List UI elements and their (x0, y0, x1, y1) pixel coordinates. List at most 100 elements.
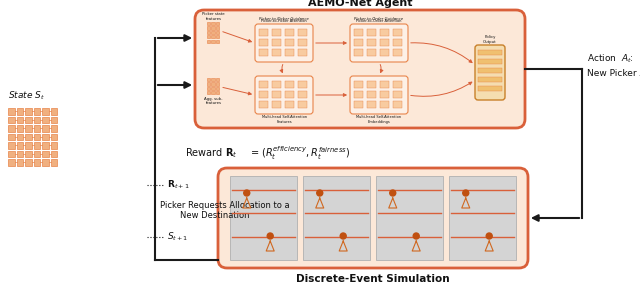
Bar (216, 87, 219, 90)
Bar (354, 91, 363, 98)
Bar (207, 22, 210, 25)
Bar (207, 39, 210, 43)
Bar (207, 83, 210, 86)
FancyBboxPatch shape (195, 10, 525, 128)
Bar (51, 142, 57, 149)
Bar (25, 142, 31, 149)
Bar (298, 91, 307, 98)
Bar (17, 108, 23, 115)
Bar (285, 39, 294, 46)
Bar (393, 39, 402, 46)
Bar (298, 39, 307, 46)
Bar (33, 142, 40, 149)
Bar (25, 133, 31, 140)
Bar (298, 101, 307, 108)
Bar (285, 49, 294, 56)
Bar (259, 81, 268, 88)
Bar (478, 77, 502, 82)
Bar (354, 101, 363, 108)
Bar (51, 117, 57, 123)
Circle shape (268, 233, 273, 239)
Bar (51, 133, 57, 140)
Bar (216, 35, 219, 38)
Circle shape (340, 233, 346, 239)
Bar (393, 101, 402, 108)
Bar (25, 125, 31, 132)
FancyBboxPatch shape (475, 45, 505, 100)
Bar (285, 91, 294, 98)
Bar (33, 150, 40, 157)
Bar (211, 78, 214, 81)
Bar (380, 81, 389, 88)
FancyBboxPatch shape (350, 24, 408, 62)
Bar (33, 159, 40, 166)
Text: Picker-to-Picker Guidance: Picker-to-Picker Guidance (259, 17, 309, 21)
Bar (25, 159, 31, 166)
Text: AEMO-Net Agent: AEMO-Net Agent (308, 0, 412, 8)
Circle shape (463, 190, 468, 196)
Text: Multi-head Self-Attention
Embeddings: Multi-head Self-Attention Embeddings (356, 115, 401, 123)
Bar (380, 39, 389, 46)
Bar (272, 81, 281, 88)
Bar (367, 81, 376, 88)
Bar (42, 125, 49, 132)
Bar (25, 117, 31, 123)
Bar (8, 159, 15, 166)
Bar (272, 29, 281, 36)
Bar (207, 31, 210, 34)
Bar (211, 26, 214, 30)
Bar (259, 101, 268, 108)
Bar (216, 39, 219, 43)
Bar (17, 125, 23, 132)
Bar (211, 35, 214, 38)
Text: Reward $\mathbf{R}_t$: Reward $\mathbf{R}_t$ (185, 146, 237, 160)
Bar (478, 68, 502, 73)
Bar (354, 39, 363, 46)
Bar (17, 150, 23, 157)
Bar (51, 150, 57, 157)
Bar (380, 101, 389, 108)
FancyBboxPatch shape (218, 168, 528, 268)
Bar (272, 91, 281, 98)
Bar (298, 49, 307, 56)
Bar (354, 49, 363, 56)
Bar (303, 176, 370, 260)
Text: Policy
Output: Policy Output (483, 35, 497, 44)
Bar (216, 78, 219, 81)
Bar (211, 39, 214, 43)
Bar (207, 91, 210, 94)
Bar (449, 176, 516, 260)
Bar (380, 49, 389, 56)
Text: $S_{t+1}$: $S_{t+1}$ (167, 231, 188, 243)
Text: Action  $A_t$:: Action $A_t$: (587, 53, 634, 65)
Bar (8, 108, 15, 115)
Bar (285, 101, 294, 108)
Bar (17, 117, 23, 123)
Bar (207, 35, 210, 38)
Text: Picker state
features: Picker state features (202, 12, 225, 21)
Bar (478, 59, 502, 64)
Bar (216, 91, 219, 94)
Bar (17, 142, 23, 149)
FancyBboxPatch shape (255, 24, 313, 62)
Bar (272, 39, 281, 46)
Bar (478, 50, 502, 55)
Bar (259, 49, 268, 56)
Bar (207, 78, 210, 81)
Text: Discrete-Event Simulation: Discrete-Event Simulation (296, 274, 450, 284)
Bar (25, 108, 31, 115)
Bar (216, 26, 219, 30)
Circle shape (486, 233, 492, 239)
FancyBboxPatch shape (255, 76, 313, 114)
FancyBboxPatch shape (350, 76, 408, 114)
Bar (42, 142, 49, 149)
Bar (230, 176, 297, 260)
Bar (8, 125, 15, 132)
Bar (8, 150, 15, 157)
Bar (259, 29, 268, 36)
Circle shape (317, 190, 323, 196)
Bar (259, 39, 268, 46)
Text: $\mathbf{R}_{t+1}$: $\mathbf{R}_{t+1}$ (167, 179, 189, 191)
Bar (216, 31, 219, 34)
Bar (51, 108, 57, 115)
